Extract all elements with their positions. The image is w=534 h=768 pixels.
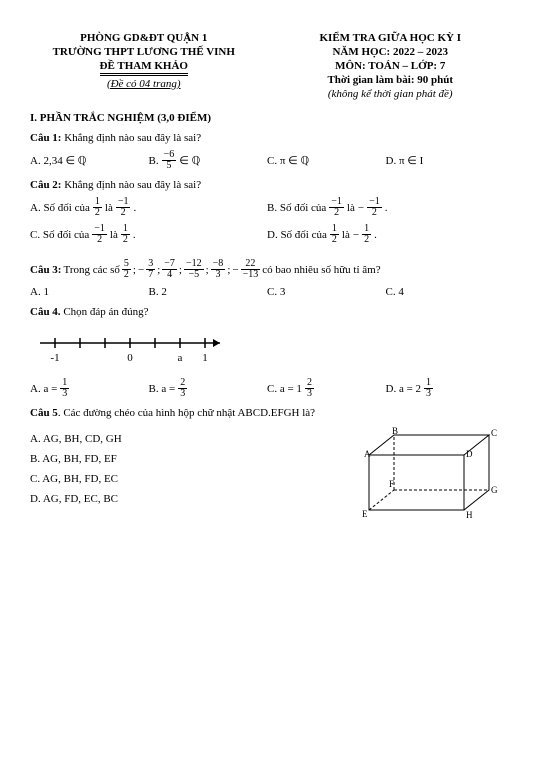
fraction: 12: [330, 224, 339, 245]
q4-opt-b: B. a = 23: [149, 378, 268, 399]
fraction: 52: [122, 259, 131, 280]
header-left: PHÒNG GD&ĐT QUẬN 1 TRƯỜNG THPT LƯƠNG THẾ…: [30, 30, 258, 102]
section-1-title: I. PHẦN TRẮC NGHIỆM (3,0 ĐIỂM): [30, 112, 504, 124]
fraction: −65: [162, 150, 177, 171]
q2-opt-b: B. Số đối của −12 là − −12 .: [267, 197, 504, 218]
svg-text:1: 1: [202, 352, 208, 364]
q3-opt-c: C. 3: [267, 286, 386, 298]
q1-opt-b: B. −65 ∈ ℚ: [149, 150, 268, 171]
cube-svg: A B C D E F G H: [354, 425, 504, 525]
fraction: −12: [329, 197, 344, 218]
fraction: 13: [424, 378, 433, 399]
q5-options: A. AG, BH, CD, GH B. AG, BH, FD, EF C. A…: [30, 425, 354, 525]
q2-label: Câu 2:: [30, 179, 61, 191]
q1-label: Câu 1:: [30, 132, 61, 144]
svg-text:a: a: [178, 352, 183, 364]
q1-opt-d: D. π ∈ I: [386, 150, 505, 171]
q3-opt-b: B. 2: [149, 286, 268, 298]
duration: Thời gian làm bài: 90 phút: [276, 74, 504, 86]
question-4: Câu 4. Chọn đáp án đúng?: [30, 306, 504, 318]
question-1: Câu 1: Khẳng định nào sau đây là sai?: [30, 132, 504, 144]
svg-text:D: D: [466, 449, 473, 459]
q5-text: . Các đường chéo của hình hộp chữ nhật A…: [58, 407, 315, 419]
q5-opt-d: D. AG, FD, EC, BC: [30, 493, 354, 505]
q3-label: Câu 3:: [30, 264, 61, 276]
header: PHÒNG GD&ĐT QUẬN 1 TRƯỜNG THPT LƯƠNG THẾ…: [30, 30, 504, 102]
svg-text:0: 0: [127, 352, 133, 364]
q1-options: A. 2,34 ∈ ℚ B. −65 ∈ ℚ C. π ∈ ℚ D. π ∈ I: [30, 150, 504, 171]
q3-opt-d: C. 4: [386, 286, 505, 298]
year: NĂM HỌC: 2022 – 2023: [276, 46, 504, 58]
svg-text:G: G: [491, 485, 498, 495]
svg-text:E: E: [362, 509, 368, 519]
q5-opt-c: C. AG, BH, FD, EC: [30, 473, 354, 485]
fraction: −12: [92, 224, 107, 245]
note: (không kể thời gian phát đề): [276, 88, 504, 100]
q4-opt-c: C. a = 123: [267, 378, 386, 399]
fraction: 13: [60, 378, 69, 399]
fraction: 22−13: [241, 259, 261, 280]
q4-opt-d: D. a = 213: [386, 378, 505, 399]
fraction: −12: [367, 197, 382, 218]
fraction: 23: [305, 378, 314, 399]
svg-text:-1: -1: [50, 352, 59, 364]
svg-text:C: C: [491, 428, 497, 438]
subject: MÔN: TOÁN – LỚP: 7: [276, 60, 504, 72]
number-line: -1 0 a 1: [30, 328, 504, 368]
q4-label: Câu 4.: [30, 306, 61, 318]
q2-opt-d: D. Số đối của 12 là − 12 .: [267, 224, 504, 245]
q1-opt-a: A. 2,34 ∈ ℚ: [30, 150, 149, 171]
fraction: −83: [211, 259, 226, 280]
q4-text: Chọn đáp án đúng?: [61, 306, 149, 318]
question-2: Câu 2: Khẳng định nào sau đây là sai?: [30, 179, 504, 191]
q5-opt-a: A. AG, BH, CD, GH: [30, 433, 354, 445]
q1-opt-c: C. π ∈ ℚ: [267, 150, 386, 171]
fraction: −12: [116, 197, 131, 218]
svg-text:F: F: [389, 479, 394, 489]
exam-title: KIỂM TRA GIỮA HỌC KỲ I: [276, 32, 504, 44]
q5-label: Câu 5: [30, 407, 58, 419]
fraction: −74: [162, 259, 177, 280]
number-line-svg: -1 0 a 1: [30, 328, 230, 368]
header-right: KIỂM TRA GIỮA HỌC KỲ I NĂM HỌC: 2022 – 2…: [276, 30, 504, 102]
q2-opt-a: A. Số đối của 12 là −12 .: [30, 197, 267, 218]
q4-options: A. a = 13 B. a = 23 C. a = 123 D. a = 21…: [30, 378, 504, 399]
cube-diagram: A B C D E F G H: [354, 425, 504, 525]
fraction: 12: [121, 224, 130, 245]
q5-opt-b: B. AG, BH, FD, EF: [30, 453, 354, 465]
fraction: 12: [362, 224, 371, 245]
page-count: (Đề có 04 trang): [30, 78, 258, 90]
q3-options: A. 1 B. 2 C. 3 C. 4: [30, 286, 504, 298]
q2-options: A. Số đối của 12 là −12 . B. Số đối của …: [30, 197, 504, 251]
svg-text:A: A: [364, 449, 371, 459]
school: TRƯỜNG THPT LƯƠNG THẾ VINH: [30, 46, 258, 58]
fraction: 23: [178, 378, 187, 399]
q2-text: Khẳng định nào sau đây là sai?: [61, 179, 201, 191]
dept: PHÒNG GD&ĐT QUẬN 1: [30, 32, 258, 44]
fraction: 12: [93, 197, 102, 218]
q3-opt-a: A. 1: [30, 286, 149, 298]
svg-text:H: H: [466, 510, 473, 520]
fraction: −12−5: [184, 259, 204, 280]
q5-content: A. AG, BH, CD, GH B. AG, BH, FD, EF C. A…: [30, 425, 504, 525]
question-5: Câu 5. Các đường chéo của hình hộp chữ n…: [30, 407, 504, 419]
svg-text:B: B: [392, 426, 398, 436]
q2-opt-c: C. Số đối của −12 là 12 .: [30, 224, 267, 245]
q1-text: Khẳng định nào sau đây là sai?: [61, 132, 201, 144]
q4-opt-a: A. a = 13: [30, 378, 149, 399]
fraction: 37: [146, 259, 155, 280]
question-3: Câu 3: Trong các số 52; −37; −74; −12−5;…: [30, 259, 504, 280]
exam-type: ĐỀ THAM KHẢO: [100, 60, 188, 74]
